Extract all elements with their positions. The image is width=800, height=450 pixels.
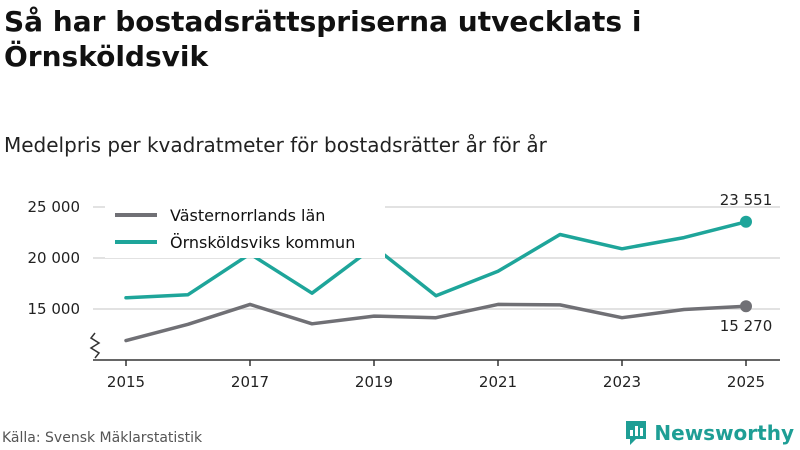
y-tick-label: 20 000 xyxy=(28,249,81,267)
series-line-ornskoldsvik xyxy=(124,220,748,300)
x-tick-label: 2021 xyxy=(479,373,517,391)
end-value-label: 23 551 xyxy=(720,191,773,209)
legend-label: Örnsköldsviks kommun xyxy=(170,233,355,252)
end-point-marker xyxy=(740,300,752,313)
chart-title: Så har bostadsrättspriserna utvecklats i… xyxy=(4,5,642,73)
line-chart: 15 000 20 000 25 000 2015 2017 2019 2021 2023 2… xyxy=(28,191,780,391)
x-tick-label: 2019 xyxy=(355,373,393,391)
source-note: Källa: Svensk Mäklarstatistik xyxy=(2,430,203,446)
y-tick-label: 15 000 xyxy=(28,300,81,318)
x-tick-label: 2017 xyxy=(231,373,269,391)
axis-break-mark xyxy=(89,332,101,359)
end-point-marker xyxy=(740,215,752,228)
brand-logo: Newsworthy xyxy=(624,418,794,448)
newsworthy-logo-icon xyxy=(626,421,647,445)
end-value-label: 15 270 xyxy=(720,317,773,335)
y-tick-label: 25 000 xyxy=(28,198,81,216)
x-tick-label: 2023 xyxy=(603,373,641,391)
x-tick-label: 2015 xyxy=(107,373,145,391)
series-line-vasternorrland xyxy=(124,302,748,343)
x-tick-label: 2025 xyxy=(727,373,765,391)
brand-name: Newsworthy xyxy=(654,421,794,445)
legend-box xyxy=(105,200,385,258)
chart-subtitle: Medelpris per kvadratmeter för bostadsrä… xyxy=(4,133,547,157)
legend-label: Västernorrlands län xyxy=(170,206,325,225)
